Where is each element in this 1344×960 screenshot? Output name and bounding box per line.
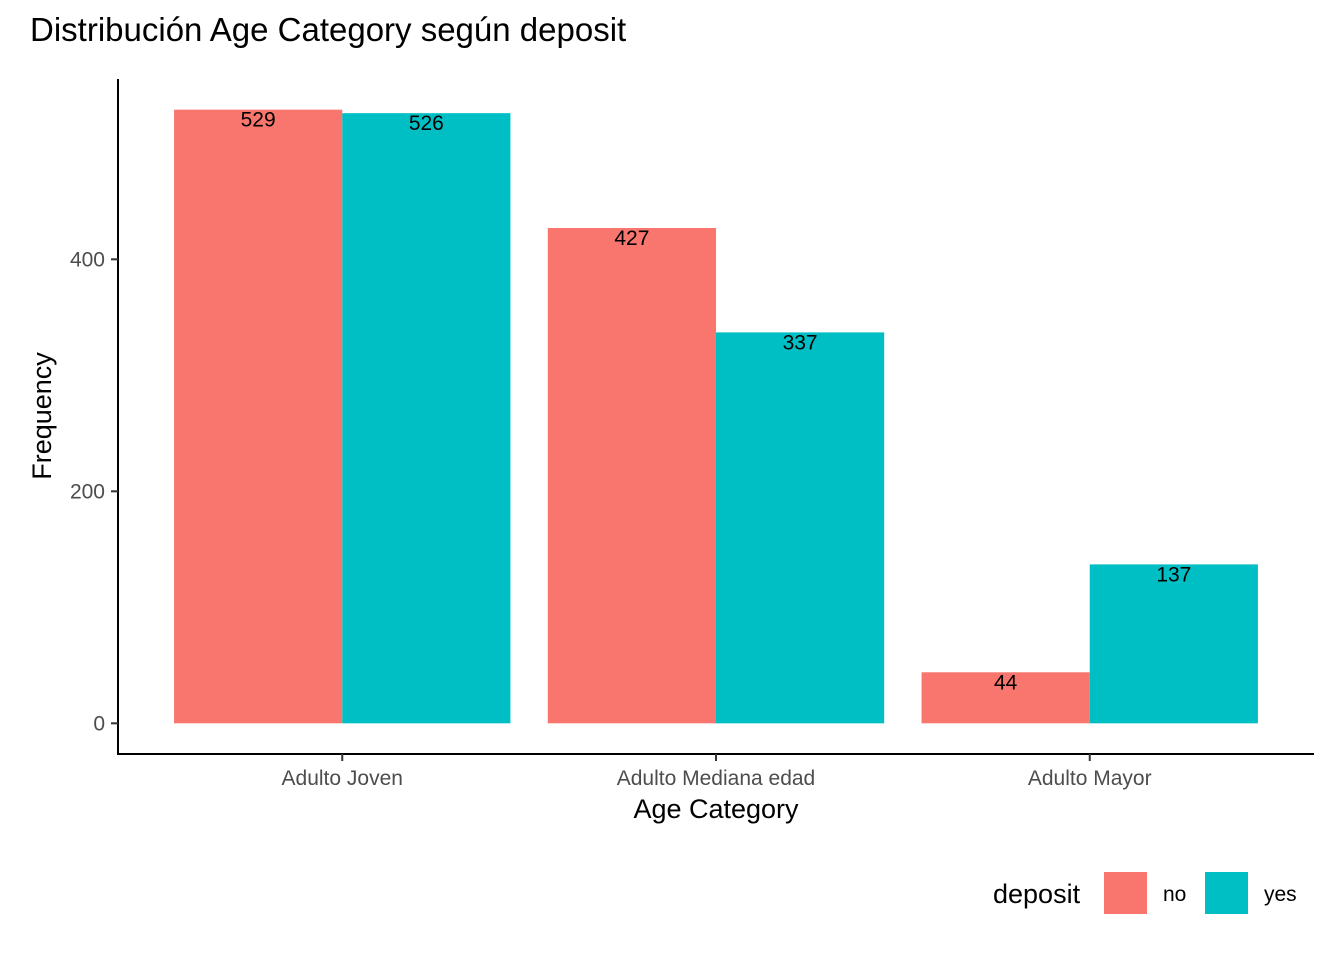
y-tick-label-0: 0 [93, 712, 105, 735]
bar-adulto-mediana-edad-no [548, 228, 716, 723]
x-axis-ticks: Adulto Joven Adulto Mediana edad Adulto Ma… [282, 754, 1152, 790]
legend-label-yes: yes [1264, 883, 1297, 906]
x-tick-label-adulto-mayor: Adulto Mayor [1028, 767, 1152, 790]
bar-adulto-joven-no [174, 110, 342, 724]
bar-adulto-joven-yes [342, 113, 510, 723]
y-axis-ticks: 0 200 400 [70, 248, 118, 735]
chart-title: Distribución Age Category según deposit [30, 11, 626, 48]
y-axis-title: Frequency [27, 352, 57, 480]
bars-group [174, 110, 1258, 724]
data-label-adulto-mediana-edad-no: 427 [614, 227, 649, 250]
legend-title: deposit [993, 879, 1081, 909]
legend-label-no: no [1163, 883, 1186, 906]
data-label-adulto-joven-no: 529 [241, 109, 276, 132]
data-label-adulto-mediana-edad-yes: 337 [783, 331, 818, 354]
data-label-adulto-mayor-no: 44 [994, 671, 1018, 694]
data-label-adulto-mayor-yes: 137 [1156, 563, 1191, 586]
bar-adulto-mayor-yes [1090, 564, 1258, 723]
legend-items: no yes [1104, 872, 1297, 914]
y-tick-label-200: 200 [70, 480, 105, 503]
bar-adulto-mediana-edad-yes [716, 332, 884, 723]
x-tick-label-adulto-joven: Adulto Joven [282, 767, 403, 790]
y-tick-label-400: 400 [70, 248, 105, 271]
legend-key-no [1104, 872, 1147, 914]
x-tick-label-adulto-mediana-edad: Adulto Mediana edad [617, 767, 816, 790]
legend: deposit no yes [993, 872, 1297, 914]
x-axis-title: Age Category [633, 794, 799, 824]
legend-key-yes [1205, 872, 1248, 914]
data-label-adulto-joven-yes: 526 [409, 112, 444, 135]
